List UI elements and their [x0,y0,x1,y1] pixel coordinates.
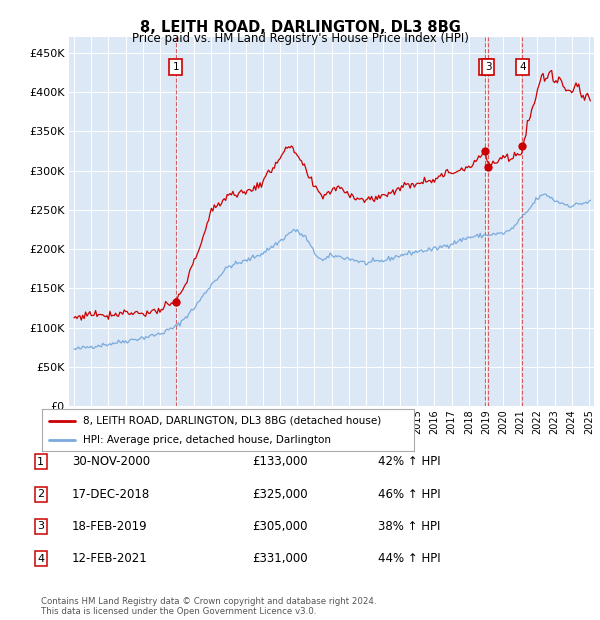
Text: 18-FEB-2019: 18-FEB-2019 [72,520,148,533]
Text: £305,000: £305,000 [252,520,308,533]
Text: 46% ↑ HPI: 46% ↑ HPI [378,488,440,500]
Text: 30-NOV-2000: 30-NOV-2000 [72,456,150,468]
Text: £331,000: £331,000 [252,552,308,565]
Text: 8, LEITH ROAD, DARLINGTON, DL3 8BG (detached house): 8, LEITH ROAD, DARLINGTON, DL3 8BG (deta… [83,415,381,425]
Text: 17-DEC-2018: 17-DEC-2018 [72,488,150,500]
Text: Contains HM Land Registry data © Crown copyright and database right 2024.
This d: Contains HM Land Registry data © Crown c… [41,597,376,616]
Text: 12-FEB-2021: 12-FEB-2021 [72,552,148,565]
Text: £133,000: £133,000 [252,456,308,468]
Text: 1: 1 [172,62,179,72]
Text: HPI: Average price, detached house, Darlington: HPI: Average price, detached house, Darl… [83,435,331,445]
Text: 38% ↑ HPI: 38% ↑ HPI [378,520,440,533]
Text: 3: 3 [485,62,491,72]
Text: 42% ↑ HPI: 42% ↑ HPI [378,456,440,468]
Text: 44% ↑ HPI: 44% ↑ HPI [378,552,440,565]
Text: 2: 2 [37,489,44,499]
Text: Price paid vs. HM Land Registry's House Price Index (HPI): Price paid vs. HM Land Registry's House … [131,32,469,45]
Text: 3: 3 [37,521,44,531]
Text: 2: 2 [482,62,488,72]
Text: 1: 1 [37,457,44,467]
Text: £325,000: £325,000 [252,488,308,500]
Text: 8, LEITH ROAD, DARLINGTON, DL3 8BG: 8, LEITH ROAD, DARLINGTON, DL3 8BG [140,20,460,35]
Text: 4: 4 [519,62,526,72]
Text: 4: 4 [37,554,44,564]
